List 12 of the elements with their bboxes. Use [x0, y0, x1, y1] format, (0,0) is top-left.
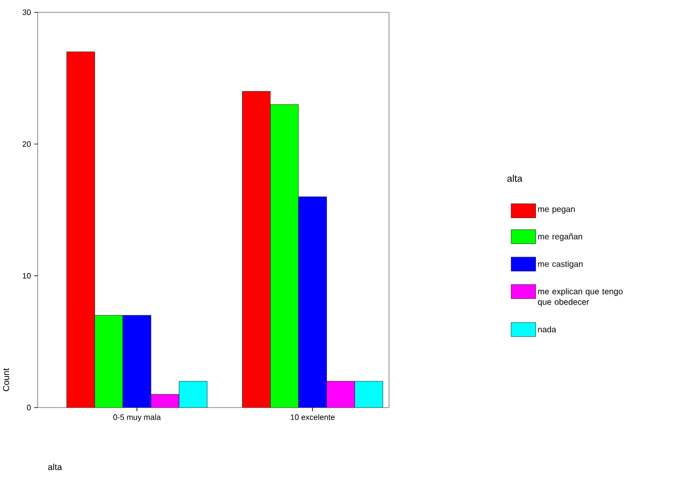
bar — [178, 381, 208, 408]
legend-label: me pegan — [538, 208, 575, 214]
legend-label: me castigan — [538, 260, 583, 269]
bar — [122, 315, 152, 408]
legend-title: alta — [507, 174, 522, 182]
x-axis-title: alta — [48, 464, 62, 470]
bar — [298, 196, 327, 408]
bar — [354, 381, 384, 408]
legend-label: me explican que tengo que obedecer — [538, 288, 623, 307]
legend-label: me regañan — [538, 234, 582, 242]
legend-label: nada — [538, 326, 556, 333]
y-axis-title: Count — [2, 368, 10, 392]
